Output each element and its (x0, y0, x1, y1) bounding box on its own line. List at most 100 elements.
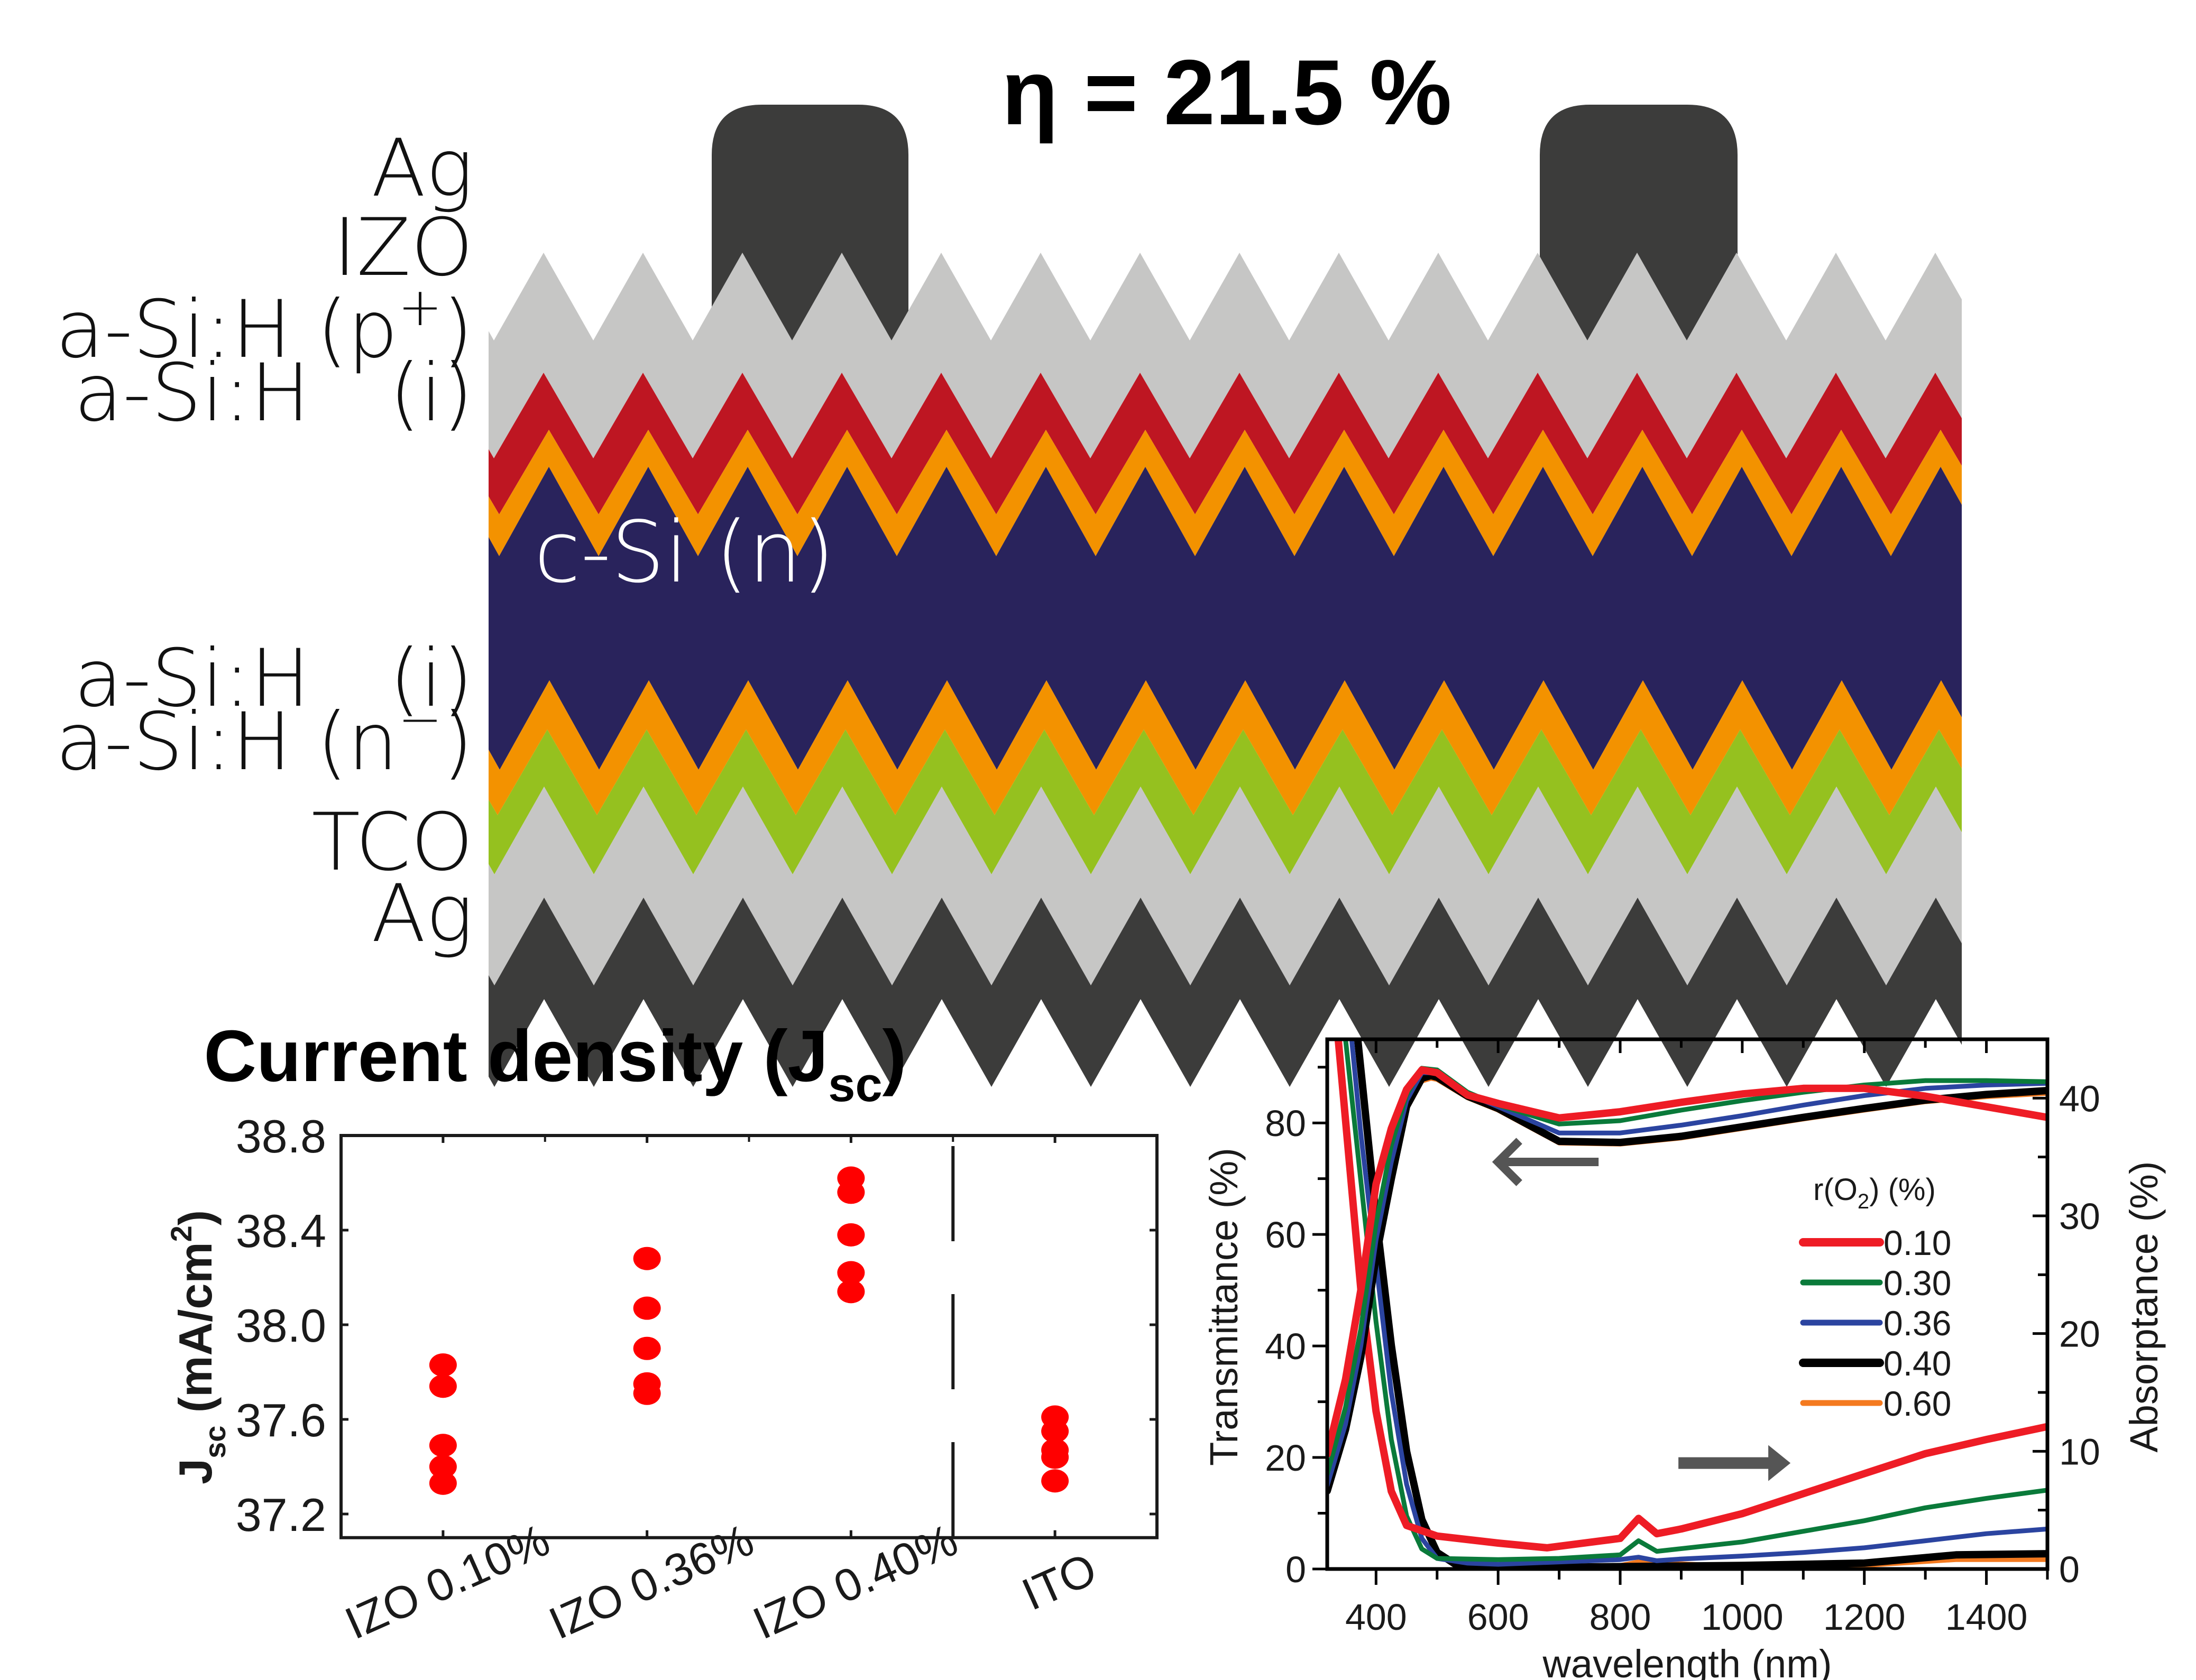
y-right-tick-label: 30 (2059, 1196, 2100, 1237)
jsc-data-point (633, 1336, 661, 1360)
chart-legend: r(O2) (%) 0.100.300.360.400.60 (1799, 1173, 1951, 1423)
legend-title-main: r(O (1813, 1173, 1858, 1207)
layer-izo (489, 253, 1962, 458)
y-right-tick-label: 0 (2059, 1549, 2080, 1590)
layer-label: a-Si:H (n−) (56, 688, 473, 788)
absorptance-curve-0.36 (1349, 1039, 2047, 1567)
layer-label-main: TCO (311, 797, 473, 889)
y-tick-label: 38.8 (236, 1110, 326, 1162)
jsc-data-point (837, 1261, 865, 1285)
layer-a-si-i-front (489, 430, 1962, 556)
jsc-data-point (633, 1247, 661, 1270)
jsc-scatter-chart: Current density (Jsc) 37.237.638.038.438… (164, 1016, 1159, 1649)
front-grid-fingers (712, 105, 1738, 340)
layer-label-main: a-Si:H (74, 633, 310, 725)
y-tick-label: 37.2 (236, 1489, 326, 1541)
y-right-tick-label: 10 (2059, 1431, 2100, 1472)
y-tick-label: 20 (1265, 1437, 1306, 1479)
layer-label-sup: − (398, 688, 443, 750)
jsc-title-sub: sc (828, 1058, 882, 1112)
layer-label: Ag (371, 868, 473, 960)
jsc-y-axis-label: Jsc (mA/cm2) (164, 1210, 232, 1484)
legend-label: 0.10 (1883, 1223, 1951, 1262)
x-category-label: IZO 0.40% (746, 1515, 965, 1649)
x-tick-label: 1400 (1945, 1596, 2028, 1638)
spectra-plot-area: 400 600 800 1000 1200 1400020406080010203040w… (1202, 1037, 2166, 1680)
layer-bands (489, 253, 1962, 1087)
jsc-data-point (837, 1223, 865, 1247)
absorptance-curve-0.10 (1334, 1039, 2047, 1552)
absorptance-curve-0.40 (1354, 1039, 2047, 1569)
substrate-label: c-Si (n) (534, 503, 835, 602)
transmittance-absorptance-chart: 400 600 800 1000 1200 1400020406080010203040w… (1202, 1037, 2166, 1680)
x-tick-label: 800 (1589, 1596, 1651, 1638)
layer-label: a-Si:H (p+) (56, 276, 473, 376)
y-axis-label-part: J (169, 1459, 222, 1484)
legend-items: 0.100.300.360.400.60 (1799, 1223, 1951, 1423)
y-axis-label-part: sc (198, 1426, 232, 1459)
layer-tco (489, 787, 1962, 985)
jsc-data-point (1041, 1445, 1069, 1469)
y-right-tick-label: 20 (2059, 1314, 2100, 1355)
jsc-data-point (429, 1374, 457, 1398)
x-tick-label: 1200 (1823, 1596, 1906, 1638)
y-right-tick-label: 40 (2059, 1078, 2100, 1119)
layer-label-main: Ag (371, 868, 473, 960)
jsc-data-point (429, 1353, 457, 1377)
layer-label-tail: ) (442, 284, 473, 376)
layer-a-si-n (489, 730, 1962, 874)
y-tick-label: 37.6 (236, 1394, 326, 1446)
jsc-title-main: Current density (J (204, 1016, 828, 1097)
x-tick-label: 600 (1467, 1596, 1529, 1638)
y-axis-label-part: 2 (164, 1225, 198, 1242)
jsc-title-tail: ) (883, 1016, 907, 1097)
x-tick-label: 400 (1345, 1596, 1407, 1638)
layer-a-si-i-rear (489, 680, 1962, 815)
jsc-data-point (429, 1471, 457, 1495)
legend-label: 0.40 (1883, 1344, 1951, 1383)
legend-label: 0.60 (1883, 1384, 1951, 1423)
legend-label: 0.36 (1883, 1304, 1951, 1343)
y-axis-label-part: ) (169, 1210, 222, 1225)
x-category-label: IZO 0.36% (542, 1515, 761, 1649)
layer-label: a-Si:H (i) (74, 347, 473, 439)
legend-title: r(O2) (%) (1813, 1173, 1936, 1213)
jsc-data-point (429, 1455, 457, 1479)
y-tick-label: 38.4 (236, 1205, 326, 1257)
y-tick-label: 38.0 (236, 1299, 326, 1352)
ag-finger (712, 105, 908, 340)
layer-a-si-p (489, 373, 1962, 514)
layer-label: Ag (371, 123, 473, 215)
jsc-plot-frame (339, 1134, 1159, 1539)
y-tick-label: 60 (1265, 1214, 1306, 1256)
layer-label-type: (i) (389, 633, 473, 725)
x-tick-label: 1000 (1701, 1596, 1784, 1638)
jsc-data-point (837, 1280, 865, 1304)
layer-label-main: IZO (333, 202, 473, 294)
jsc-data-point (633, 1296, 661, 1320)
efficiency-label: η = 21.5 % (1001, 41, 1451, 144)
layer-label: a-Si:H (i) (74, 633, 473, 725)
jsc-data-point (1041, 1469, 1069, 1493)
y-axis-label: Transmittance (%) (1202, 1148, 1246, 1466)
x-category-label: ITO (1015, 1544, 1104, 1620)
layer-label-main: a-Si:H (74, 347, 310, 439)
jsc-plot-area: 37.2 37.6 38.0 38.4 38.8 IZO 0.10%IZO 0.36%IZ… (164, 1110, 1159, 1649)
jsc-data-point (429, 1434, 457, 1457)
layer-label-type: (i) (389, 347, 473, 439)
absorptance-curve-0.30 (1343, 1039, 2047, 1562)
y-tick-label: 0 (1285, 1549, 1306, 1590)
layer-label-main: Ag (371, 123, 473, 215)
layer-label-tail: ) (442, 696, 473, 788)
spectra-plot-frame (1325, 1037, 2050, 1571)
x-axis-label: wavelength (nm) (1542, 1642, 1832, 1680)
arrow-head-icon (1768, 1445, 1791, 1481)
jsc-chart-title: Current density (Jsc) (204, 1016, 906, 1112)
jsc-data-point (837, 1180, 865, 1204)
layer-label-main: a-Si:H (p (56, 284, 398, 376)
arrow-head-icon (1492, 1138, 1522, 1186)
y-axis-label-part: (mA/cm (169, 1242, 222, 1425)
spectra-curves (1327, 1039, 2047, 1569)
